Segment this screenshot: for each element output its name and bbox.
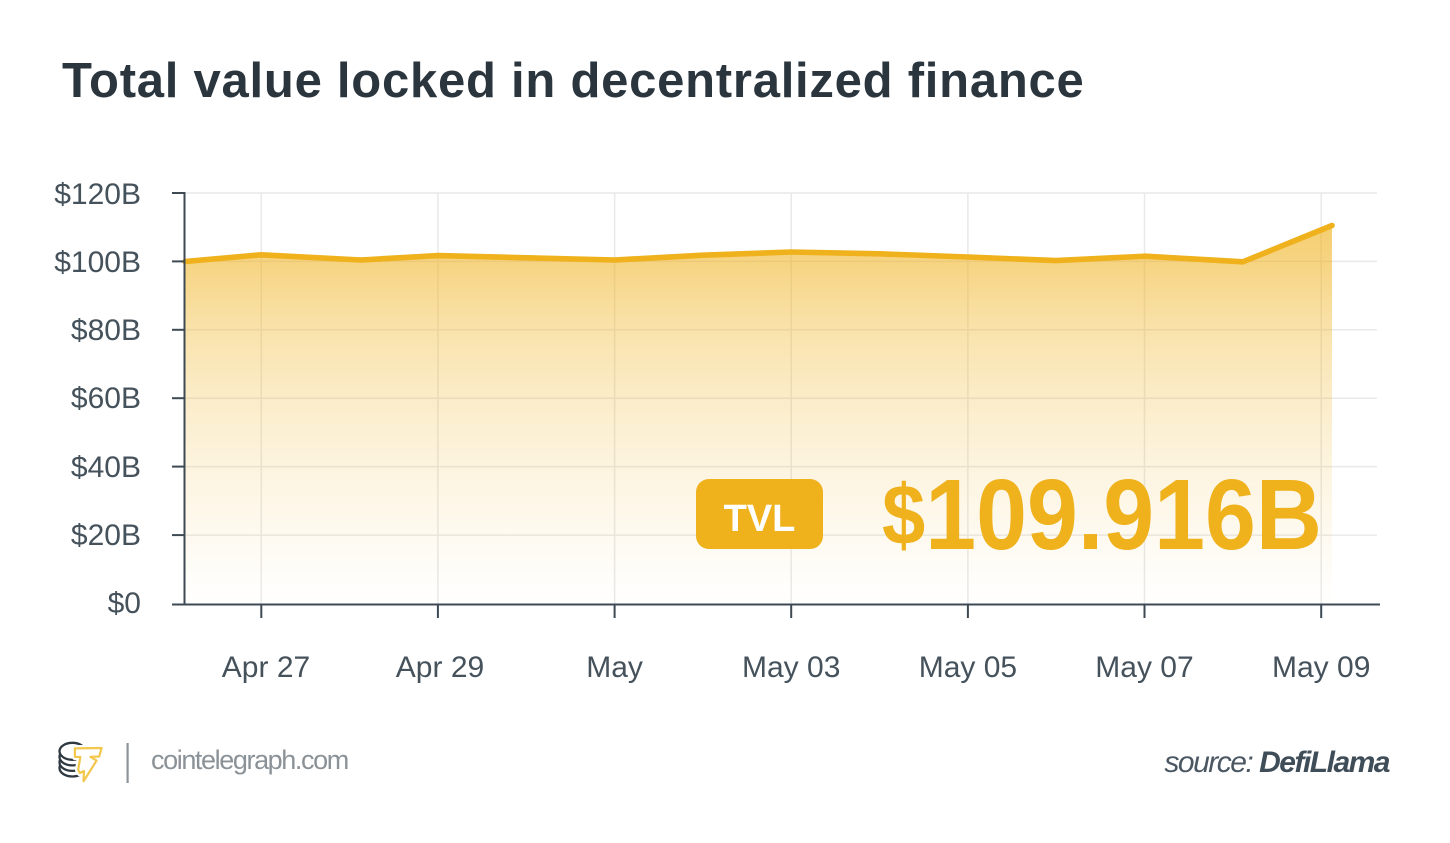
svg-text:Total value locked in decentra: Total value locked in decentralized fina… — [62, 54, 1085, 108]
svg-text:TVL: TVL — [724, 498, 796, 540]
svg-text:source: DefiLlama: source: DefiLlama — [1164, 746, 1389, 779]
svg-text:Apr 27: Apr 27 — [222, 651, 310, 684]
svg-text:$100B: $100B — [54, 246, 141, 279]
svg-text:May 05: May 05 — [919, 651, 1017, 684]
svg-text:$109.916B: $109.916B — [882, 459, 1322, 571]
svg-text:May 03: May 03 — [742, 651, 840, 684]
svg-text:$120B: $120B — [54, 178, 141, 211]
svg-text:Apr 29: Apr 29 — [396, 651, 484, 684]
svg-text:cointelegraph.com: cointelegraph.com — [151, 745, 348, 775]
svg-text:May 09: May 09 — [1272, 651, 1370, 684]
svg-text:$80B: $80B — [71, 314, 141, 347]
svg-text:May 07: May 07 — [1095, 651, 1193, 684]
svg-text:May: May — [586, 651, 643, 684]
svg-text:$20B: $20B — [71, 519, 141, 552]
svg-text:$40B: $40B — [71, 451, 141, 484]
svg-text:$0: $0 — [108, 587, 141, 620]
svg-text:$60B: $60B — [71, 382, 141, 415]
